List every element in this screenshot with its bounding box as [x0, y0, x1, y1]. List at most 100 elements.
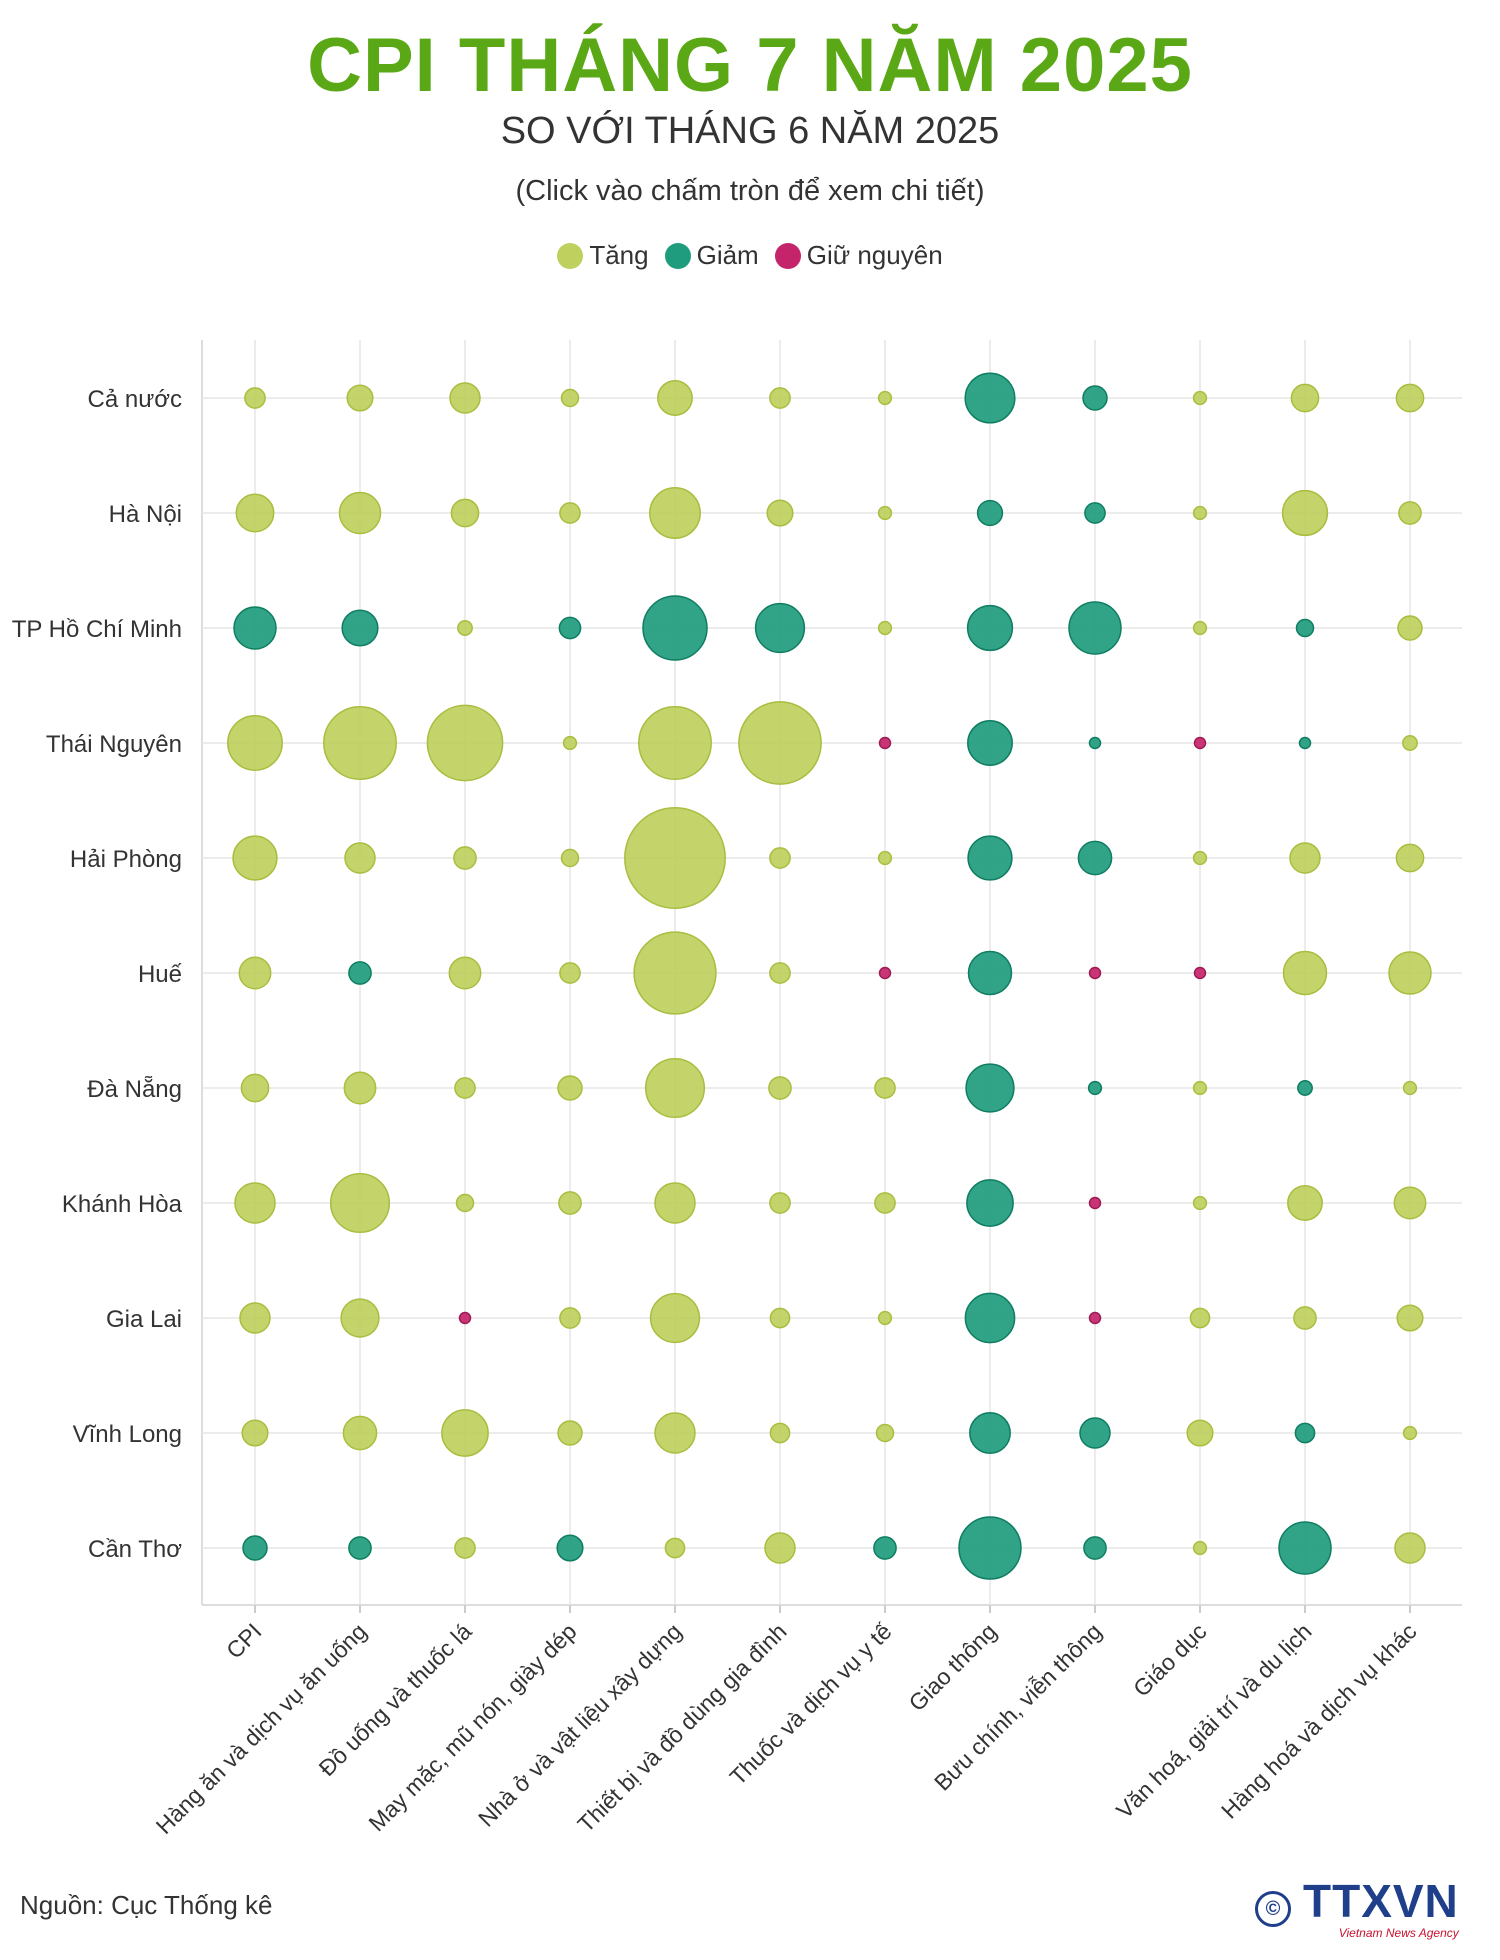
bubble-tang[interactable] [633, 931, 717, 1015]
bubble-giam[interactable] [966, 1179, 1014, 1227]
bubble-giam[interactable] [233, 606, 277, 650]
bubble-tang[interactable] [453, 846, 477, 870]
bubble-giu[interactable] [878, 966, 892, 980]
bubble-tang[interactable] [238, 956, 272, 990]
bubble-tang[interactable] [344, 842, 376, 874]
bubble-giam[interactable] [1298, 736, 1312, 750]
bubble-giam[interactable] [967, 720, 1013, 766]
bubble-tang[interactable] [874, 1077, 896, 1099]
bubble-tang[interactable] [654, 1182, 696, 1224]
bubble-tang[interactable] [234, 1182, 276, 1224]
bubble-tang[interactable] [1186, 1419, 1214, 1447]
legend-item-increase[interactable]: Tăng [557, 240, 649, 271]
bubble-tang[interactable] [874, 1192, 896, 1214]
bubble-tang[interactable] [1192, 620, 1208, 636]
bubble-giam[interactable] [967, 950, 1013, 996]
bubble-tang[interactable] [664, 1537, 686, 1559]
bubble-tang[interactable] [557, 1420, 583, 1446]
bubble-tang[interactable] [244, 387, 266, 409]
bubble-tang[interactable] [329, 1172, 391, 1234]
bubble-tang[interactable] [624, 807, 726, 909]
bubble-giam[interactable] [348, 1536, 372, 1560]
bubble-tang[interactable] [738, 701, 822, 785]
bubble-tang[interactable] [340, 1298, 380, 1338]
bubble-tang[interactable] [338, 491, 382, 535]
bubble-tang[interactable] [343, 1071, 377, 1105]
bubble-tang[interactable] [559, 502, 581, 524]
bubble-giam[interactable] [558, 616, 582, 640]
bubble-tang[interactable] [441, 1409, 489, 1457]
bubble-giam[interactable] [1068, 601, 1122, 655]
bubble-giam[interactable] [1278, 1521, 1332, 1575]
bubble-tang[interactable] [559, 962, 581, 984]
bubble-tang[interactable] [1192, 1540, 1208, 1556]
bubble-tang[interactable] [877, 390, 893, 406]
bubble-tang[interactable] [1281, 489, 1329, 537]
bubble-giam[interactable] [1077, 840, 1113, 876]
bubble-giam[interactable] [966, 604, 1014, 652]
bubble-tang[interactable] [1192, 850, 1208, 866]
bubble-tang[interactable] [448, 956, 482, 990]
bubble-tang[interactable] [649, 487, 701, 539]
bubble-tang[interactable] [1192, 390, 1208, 406]
bubble-tang[interactable] [1393, 1186, 1427, 1220]
bubble-tang[interactable] [875, 1423, 895, 1443]
bubble-tang[interactable] [232, 835, 278, 881]
bubble-tang[interactable] [1287, 1185, 1323, 1221]
bubble-tang[interactable] [877, 1310, 893, 1326]
bubble-giam[interactable] [1295, 618, 1315, 638]
bubble-giam[interactable] [754, 602, 806, 654]
bubble-tang[interactable] [1290, 383, 1320, 413]
bubble-tang[interactable] [323, 706, 397, 780]
bubble-tang[interactable] [769, 1192, 791, 1214]
bubble-tang[interactable] [450, 498, 480, 528]
bubble-tang[interactable] [559, 1307, 581, 1329]
bubble-tang[interactable] [877, 850, 893, 866]
bubble-tang[interactable] [1402, 735, 1418, 751]
bubble-giu[interactable] [1193, 966, 1207, 980]
legend-item-decrease[interactable]: Giảm [664, 240, 759, 271]
bubble-giam[interactable] [958, 1516, 1022, 1580]
bubble-tang[interactable] [342, 1415, 378, 1451]
bubble-giam[interactable] [1084, 502, 1106, 524]
bubble-tang[interactable] [766, 499, 794, 527]
bubble-giam[interactable] [348, 961, 372, 985]
bubble-tang[interactable] [235, 493, 275, 533]
bubble-tang[interactable] [1396, 1304, 1424, 1332]
bubble-giam[interactable] [1082, 385, 1108, 411]
bubble-tang[interactable] [644, 1057, 706, 1119]
bubble-giu[interactable] [1088, 1311, 1102, 1325]
bubble-tang[interactable] [769, 1422, 791, 1444]
bubble-giu[interactable] [1088, 966, 1102, 980]
bubble-tang[interactable] [457, 620, 473, 636]
bubble-tang[interactable] [769, 387, 791, 409]
bubble-tang[interactable] [1395, 383, 1425, 413]
bubble-tang[interactable] [558, 1191, 582, 1215]
bubble-tang[interactable] [1192, 505, 1208, 521]
bubble-giam[interactable] [1083, 1536, 1107, 1560]
bubble-tang[interactable] [877, 620, 893, 636]
bubble-tang[interactable] [1388, 951, 1432, 995]
bubble-tang[interactable] [1398, 501, 1422, 525]
bubble-tang[interactable] [1282, 950, 1328, 996]
bubble-tang[interactable] [1289, 842, 1321, 874]
bubble-tang[interactable] [346, 384, 374, 412]
bubble-tang[interactable] [1192, 1080, 1208, 1096]
bubble-tang[interactable] [562, 735, 578, 751]
bubble-tang[interactable] [769, 1307, 791, 1329]
bubble-giam[interactable] [242, 1535, 268, 1561]
bubble-tang[interactable] [455, 1193, 475, 1213]
bubble-giam[interactable] [1079, 1417, 1111, 1449]
bubble-giam[interactable] [969, 1412, 1011, 1454]
bubble-giam[interactable] [341, 609, 379, 647]
bubble-giam[interactable] [556, 1534, 584, 1562]
bubble-giu[interactable] [1193, 736, 1207, 750]
bubble-giam[interactable] [964, 372, 1016, 424]
bubble-tang[interactable] [764, 1532, 796, 1564]
bubble-giam[interactable] [965, 1063, 1015, 1113]
bubble-tang[interactable] [877, 505, 893, 521]
bubble-tang[interactable] [657, 380, 693, 416]
bubble-tang[interactable] [1293, 1306, 1317, 1330]
bubble-tang[interactable] [454, 1077, 476, 1099]
bubble-tang[interactable] [227, 715, 283, 771]
